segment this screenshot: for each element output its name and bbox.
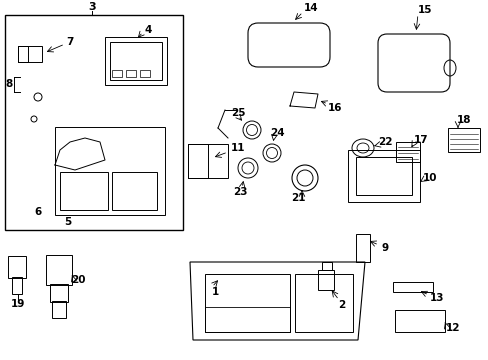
Text: 8: 8: [5, 79, 13, 89]
Bar: [204, 307, 289, 332]
Bar: [294, 274, 352, 332]
Text: 6: 6: [34, 207, 41, 217]
Text: 24: 24: [269, 128, 284, 138]
Text: 5: 5: [64, 217, 71, 227]
Text: 15: 15: [417, 5, 431, 15]
Bar: [126, 70, 136, 77]
Text: 25: 25: [230, 108, 245, 118]
Bar: [18, 46, 42, 62]
Bar: [52, 301, 66, 318]
Bar: [60, 172, 108, 210]
Bar: [447, 128, 479, 152]
Bar: [110, 42, 162, 80]
Text: 12: 12: [445, 323, 459, 333]
Text: 23: 23: [232, 187, 247, 197]
Bar: [355, 157, 411, 195]
Bar: [18, 46, 28, 62]
Text: 9: 9: [381, 243, 388, 253]
Text: 2: 2: [338, 300, 345, 310]
Bar: [8, 256, 26, 278]
Text: 7: 7: [66, 37, 74, 47]
Text: 3: 3: [88, 2, 96, 12]
Text: 10: 10: [422, 173, 436, 183]
Bar: [112, 70, 122, 77]
Text: 16: 16: [327, 103, 342, 113]
Text: 22: 22: [377, 137, 391, 147]
Bar: [187, 144, 207, 178]
Bar: [347, 150, 419, 202]
Bar: [317, 270, 333, 290]
Bar: [392, 282, 432, 292]
Text: 4: 4: [144, 25, 151, 35]
Text: 20: 20: [71, 275, 85, 285]
Text: 11: 11: [230, 143, 245, 153]
Text: 21: 21: [290, 193, 305, 203]
Bar: [5, 15, 183, 230]
Bar: [105, 37, 167, 85]
Text: 18: 18: [456, 115, 470, 125]
Bar: [140, 70, 150, 77]
Bar: [12, 277, 22, 294]
Bar: [187, 144, 227, 178]
Text: 17: 17: [413, 135, 427, 145]
Bar: [321, 262, 331, 270]
Bar: [395, 142, 419, 162]
Bar: [46, 255, 72, 285]
Text: 14: 14: [303, 3, 318, 13]
Text: 19: 19: [11, 299, 25, 309]
Text: 1: 1: [211, 287, 218, 297]
Text: 13: 13: [429, 293, 443, 303]
Bar: [355, 234, 369, 262]
Bar: [50, 284, 68, 302]
Bar: [112, 172, 157, 210]
Bar: [204, 274, 289, 332]
Bar: [55, 127, 164, 215]
Bar: [394, 310, 444, 332]
